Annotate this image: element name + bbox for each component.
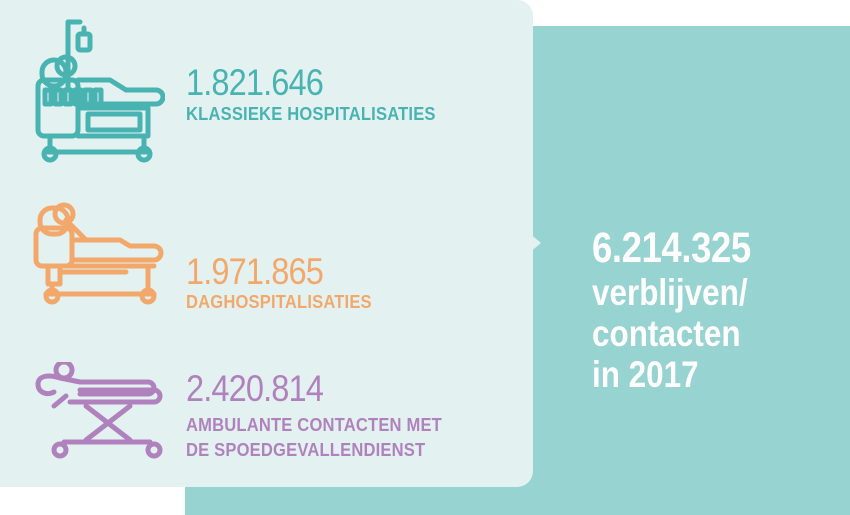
item-value: 1.821.646	[186, 62, 324, 103]
total-line2: contacten	[592, 313, 741, 354]
total-value: 6.214.325	[592, 224, 751, 272]
day-bed-icon	[33, 202, 164, 305]
card-pointer	[529, 233, 541, 253]
item-label: DAGHOSPITALISATIES	[186, 292, 372, 312]
total-line1: verblijven/	[592, 272, 748, 313]
hospital-bed-iv-icon	[35, 19, 165, 163]
item-label-line2: DE SPOEDGEVALLENDIENST	[186, 440, 426, 460]
total-line3: in 2017	[592, 354, 699, 395]
item-value: 2.420.814	[186, 368, 324, 409]
total-summary: 6.214.325 verblijven/ contacten in 2017	[592, 224, 751, 395]
item-label-line1: AMBULANTE CONTACTEN MET	[186, 415, 442, 435]
stretcher-icon	[35, 362, 163, 459]
item-label: KLASSIEKE HOSPITALISATIES	[186, 104, 436, 124]
item-value: 1.971.865	[186, 251, 324, 292]
